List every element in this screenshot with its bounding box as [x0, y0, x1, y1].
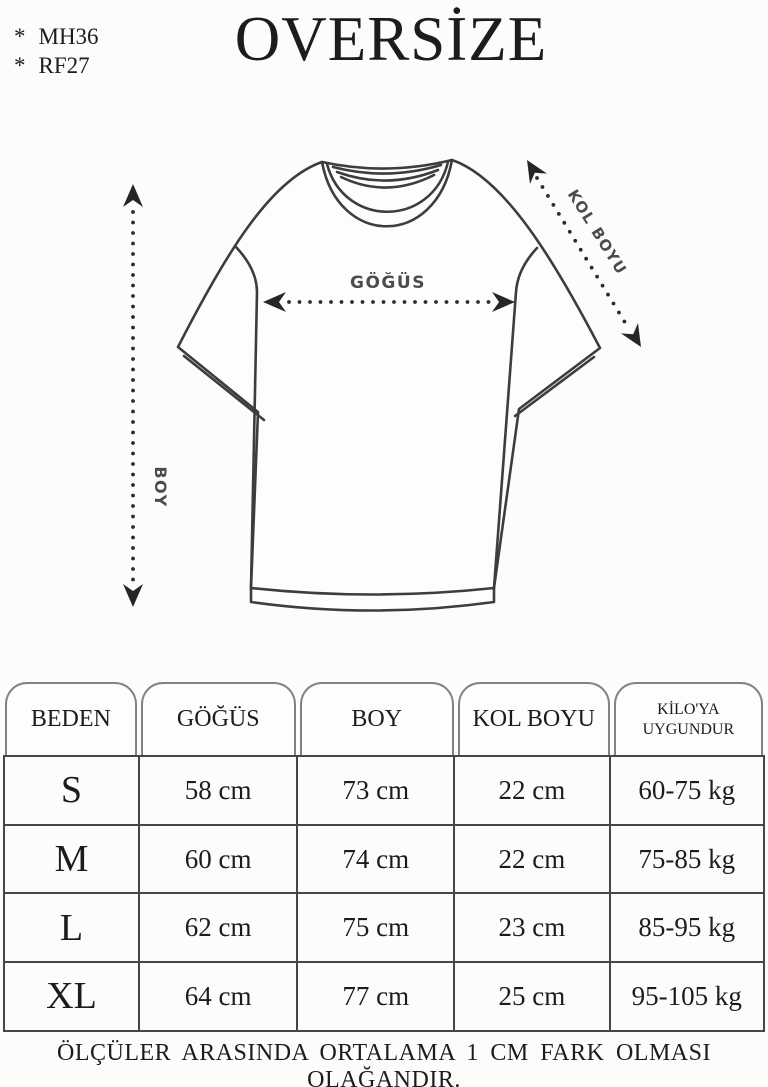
table-cell-size: M [5, 823, 140, 893]
table-cell-weight: 95-105 kg [610, 961, 763, 1030]
sleeve-label: KOL BOYU [564, 186, 631, 278]
arrow-up-left-icon [527, 160, 547, 184]
table-cell-weight: 85-95 kg [610, 892, 763, 961]
left-cuff-seam [182, 354, 266, 422]
asterisk-marker: * [14, 53, 26, 78]
size-table: BEDEN GÖĞÜS BOY KOL BOYU KİLO'YA UYGUNDU… [3, 682, 765, 1032]
table-cell-sleeve: 22 cm [455, 823, 611, 893]
column-header-weight: KİLO'YA UYGUNDUR [613, 682, 763, 755]
page-title: OVERSİZE [234, 4, 548, 74]
column-header-chest: GÖĞÜS [140, 682, 296, 755]
column-header-size: BEDEN [5, 682, 137, 755]
asterisk-marker: * [14, 24, 26, 49]
left-armhole-seam [234, 245, 259, 590]
product-code-row: * RF27 [14, 51, 99, 80]
collar-outer-curve [320, 158, 454, 228]
collar-rib-line [339, 173, 436, 189]
arrow-right-icon [492, 292, 515, 312]
table-cell-length: 77 cm [298, 961, 456, 1030]
table-cell-length: 73 cm [298, 755, 456, 824]
chest-label: GÖĞÜS [350, 271, 426, 293]
table-cell-sleeve: 25 cm [455, 961, 611, 1030]
collar-rib-line [335, 168, 440, 182]
table-cell-size: L [5, 892, 140, 962]
tshirt-measurement-diagram: BOY GÖĞÜS KOL BOYU [123, 158, 641, 612]
product-code-row: * MH36 [14, 22, 99, 51]
column-header-sleeve: KOL BOYU [457, 682, 610, 755]
table-cell-chest: 58 cm [139, 755, 299, 824]
size-table-body: S 58 cm 73 cm 22 cm 60-75 kg M 60 cm 74 … [3, 755, 765, 1032]
table-cell-weight: 75-85 kg [610, 823, 763, 893]
tshirt-outline [176, 158, 602, 612]
size-table-header: BEDEN GÖĞÜS BOY KOL BOYU KİLO'YA UYGUNDU… [3, 682, 765, 755]
arrow-up-icon [123, 184, 143, 207]
sleeve-arrow-dotted-line [535, 176, 631, 331]
table-cell-length: 75 cm [298, 892, 456, 962]
product-code: RF27 [38, 53, 90, 78]
right-cuff-seam [513, 355, 596, 418]
arrow-left-icon [263, 292, 286, 312]
collar-rib-line [331, 163, 443, 175]
table-cell-size: XL [5, 961, 140, 1030]
arrow-down-icon [123, 584, 143, 607]
product-code: MH36 [38, 24, 99, 49]
table-cell-chest: 64 cm [139, 961, 299, 1030]
table-cell-chest: 62 cm [139, 892, 299, 962]
table-cell-sleeve: 22 cm [455, 755, 611, 824]
table-cell-sleeve: 23 cm [455, 892, 611, 962]
table-cell-weight: 60-75 kg [610, 755, 763, 824]
arrow-down-right-icon [621, 323, 641, 347]
table-cell-length: 74 cm [298, 823, 456, 893]
length-label: BOY [151, 466, 170, 507]
table-cell-chest: 60 cm [139, 823, 299, 893]
product-codes: * MH36 * RF27 [14, 22, 99, 80]
column-header-length: BOY [299, 682, 454, 755]
collar-inner-curve [325, 160, 450, 213]
table-cell-size: S [5, 755, 140, 824]
hem-seam [249, 586, 496, 596]
measurement-disclaimer: ÖLÇÜLER ARASINDA ORTALAMA 1 CM FARK OLMA… [57, 1040, 711, 1087]
right-armhole-seam [492, 246, 539, 590]
